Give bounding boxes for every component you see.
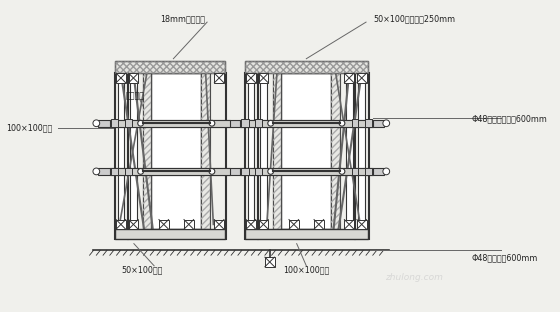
Bar bbox=[240, 168, 373, 175]
Circle shape bbox=[339, 120, 345, 126]
Bar bbox=[240, 120, 373, 127]
Bar bbox=[255, 119, 262, 127]
Bar bbox=[116, 220, 125, 229]
Bar bbox=[246, 220, 256, 229]
Circle shape bbox=[339, 168, 345, 174]
Text: 50×100木方: 50×100木方 bbox=[122, 265, 164, 274]
Bar bbox=[246, 73, 256, 83]
Bar bbox=[273, 73, 281, 229]
Bar bbox=[314, 220, 324, 229]
Bar bbox=[110, 168, 230, 175]
Bar bbox=[125, 168, 132, 175]
Bar bbox=[332, 73, 340, 229]
Bar bbox=[248, 73, 254, 229]
Bar bbox=[281, 73, 332, 229]
Text: 50×100木方间距250mm: 50×100木方间距250mm bbox=[373, 15, 455, 24]
Text: 100×100木方: 100×100木方 bbox=[6, 124, 52, 133]
Text: Φ48钢管间距600mm: Φ48钢管间距600mm bbox=[472, 254, 538, 263]
Bar bbox=[129, 73, 138, 83]
Bar bbox=[332, 73, 340, 229]
Text: zhulong.com: zhulong.com bbox=[385, 273, 443, 282]
Circle shape bbox=[209, 120, 215, 126]
Bar bbox=[260, 73, 267, 229]
Circle shape bbox=[383, 168, 390, 175]
Bar bbox=[245, 61, 368, 73]
Circle shape bbox=[383, 120, 390, 127]
Text: 对拉螺柱: 对拉螺柱 bbox=[125, 92, 144, 101]
Bar bbox=[98, 120, 384, 127]
Bar bbox=[255, 168, 262, 175]
Bar bbox=[143, 73, 151, 229]
Text: 100×100木方: 100×100木方 bbox=[283, 265, 329, 274]
Bar bbox=[352, 168, 358, 175]
Text: 18mm厚多层板: 18mm厚多层板 bbox=[161, 15, 206, 24]
Circle shape bbox=[268, 120, 274, 126]
Bar bbox=[116, 73, 125, 83]
Bar bbox=[202, 73, 210, 229]
Bar bbox=[98, 168, 384, 175]
Text: Φ48钢管竖向间距600mm: Φ48钢管竖向间距600mm bbox=[472, 114, 548, 123]
Bar bbox=[346, 73, 353, 229]
Circle shape bbox=[93, 168, 100, 175]
Bar bbox=[273, 73, 281, 229]
Bar bbox=[357, 220, 367, 229]
Circle shape bbox=[138, 168, 143, 174]
Bar bbox=[202, 73, 210, 229]
Bar bbox=[245, 61, 368, 73]
Circle shape bbox=[268, 168, 274, 174]
Bar bbox=[344, 73, 354, 83]
Bar bbox=[259, 220, 268, 229]
Bar bbox=[241, 119, 249, 127]
Bar bbox=[118, 73, 124, 229]
Bar bbox=[151, 73, 202, 229]
Bar bbox=[129, 220, 138, 229]
Bar bbox=[365, 119, 372, 127]
Bar bbox=[130, 73, 137, 229]
Circle shape bbox=[138, 120, 143, 126]
Bar bbox=[365, 168, 372, 175]
Bar bbox=[125, 119, 132, 127]
Bar bbox=[358, 73, 365, 229]
Bar bbox=[214, 220, 224, 229]
Bar bbox=[352, 119, 358, 127]
Bar bbox=[241, 168, 249, 175]
Bar bbox=[159, 220, 169, 229]
Bar bbox=[214, 73, 224, 83]
Bar bbox=[265, 257, 274, 267]
Bar bbox=[143, 73, 151, 229]
Circle shape bbox=[209, 168, 215, 174]
Bar bbox=[344, 220, 354, 229]
Bar bbox=[111, 168, 119, 175]
Bar bbox=[184, 220, 194, 229]
Bar bbox=[115, 61, 226, 73]
Bar bbox=[111, 119, 119, 127]
Circle shape bbox=[93, 120, 100, 127]
Bar bbox=[289, 220, 298, 229]
Bar bbox=[115, 229, 226, 239]
Bar bbox=[357, 73, 367, 83]
Bar bbox=[115, 61, 226, 73]
Bar bbox=[245, 229, 368, 239]
Bar bbox=[259, 73, 268, 83]
Bar bbox=[110, 120, 230, 127]
